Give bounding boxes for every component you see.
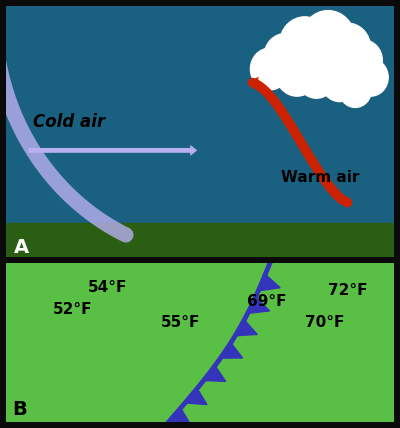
Circle shape (353, 59, 388, 96)
Text: 52°F: 52°F (52, 302, 92, 317)
Text: A: A (14, 238, 29, 257)
Circle shape (297, 56, 336, 98)
Bar (6, 223, 394, 257)
Text: 69°F: 69°F (246, 294, 286, 309)
Text: 55°F: 55°F (161, 315, 200, 330)
Text: Warm air: Warm air (282, 169, 360, 185)
Circle shape (250, 48, 289, 90)
Circle shape (344, 40, 382, 81)
Circle shape (276, 50, 318, 96)
Polygon shape (221, 343, 243, 358)
Circle shape (264, 33, 307, 80)
Polygon shape (168, 408, 190, 424)
Circle shape (324, 23, 371, 73)
Circle shape (339, 72, 372, 107)
Polygon shape (248, 297, 270, 313)
Text: 70°F: 70°F (305, 315, 344, 330)
Polygon shape (258, 274, 280, 291)
Circle shape (280, 17, 330, 71)
Circle shape (321, 62, 358, 101)
Text: 54°F: 54°F (88, 280, 127, 295)
Bar (6, 6, 394, 226)
Text: B: B (12, 400, 26, 419)
Text: Cold air: Cold air (33, 113, 106, 131)
Text: 72°F: 72°F (328, 283, 368, 298)
Polygon shape (235, 320, 257, 336)
Polygon shape (204, 366, 226, 381)
Circle shape (301, 11, 355, 69)
Polygon shape (185, 389, 207, 404)
